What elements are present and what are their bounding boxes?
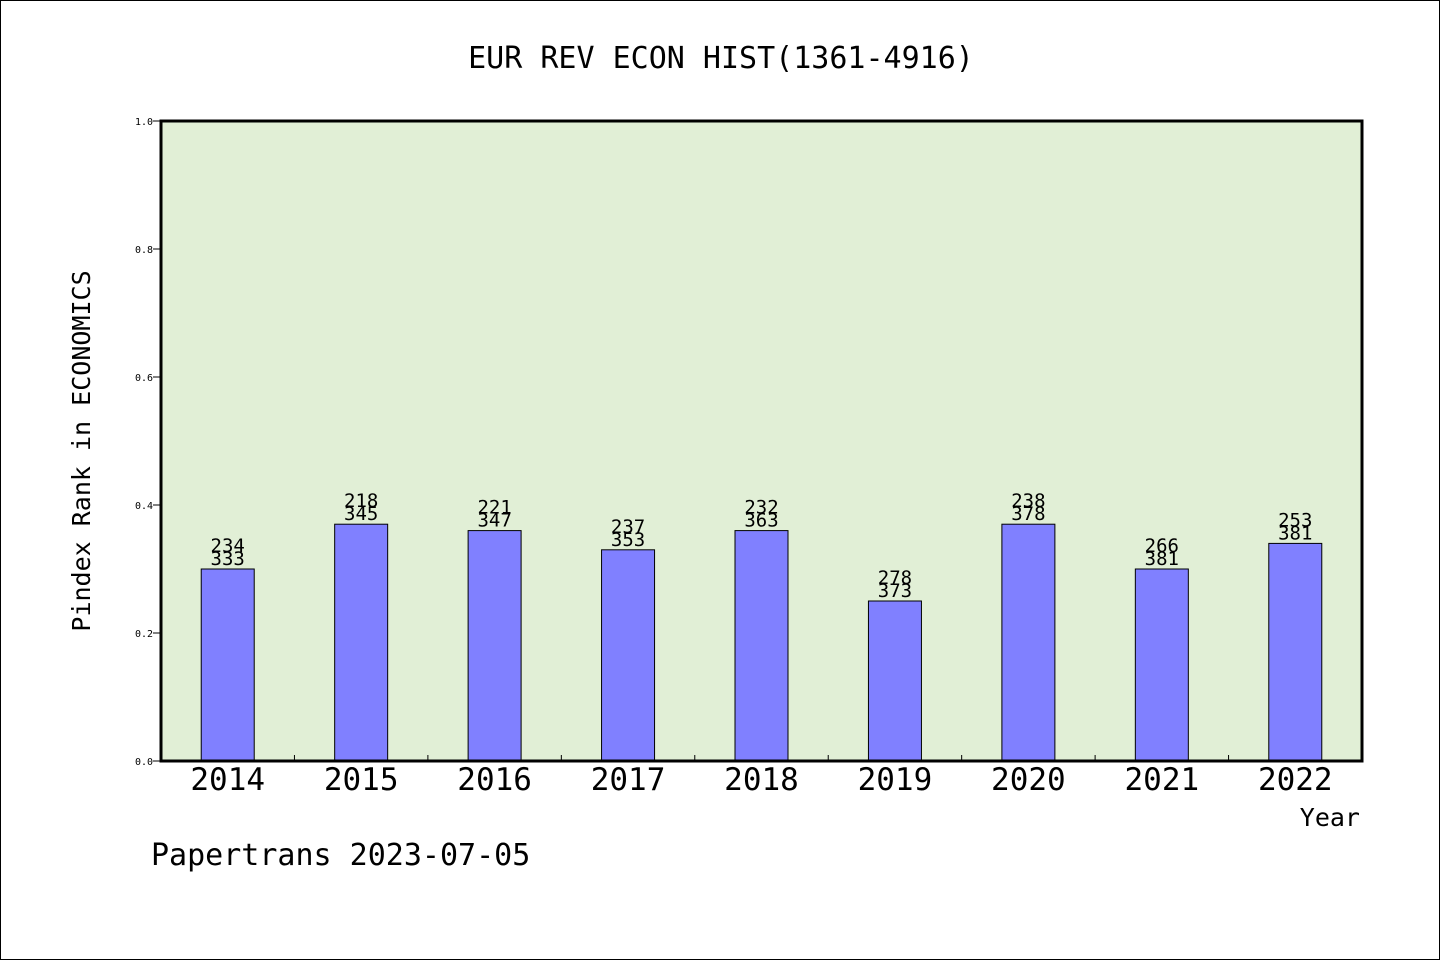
x-tick-label-2021: 2021 xyxy=(1125,762,1200,798)
x-tick-label-2016: 2016 xyxy=(457,762,532,798)
bar-label-bottom-2018: 363 xyxy=(744,510,778,532)
x-axis: 2014 2015 2016 2017 2018 2019 2020 2021 2022 xyxy=(190,755,1333,798)
bar-2016 xyxy=(467,530,522,762)
bar-label-bottom-2017: 353 xyxy=(611,529,645,551)
x-tick-label-2017: 2017 xyxy=(591,762,666,798)
chart-title: EUR REV ECON HIST(1361-4916) xyxy=(468,41,974,76)
bar-label-top-2018: 232 xyxy=(744,497,778,519)
bar-2020 xyxy=(1001,523,1056,762)
bar-2015 xyxy=(334,523,389,762)
bar-label-bottom-2022: 381 xyxy=(1278,522,1312,544)
bar-label-top-2014: 234 xyxy=(211,535,245,557)
plot-border xyxy=(159,119,1364,763)
x-tick-label-2014: 2014 xyxy=(190,762,265,798)
bar-2018 xyxy=(734,530,789,762)
bar-label-top-2015: 218 xyxy=(344,490,378,512)
bar-label-top-2021: 266 xyxy=(1145,535,1179,557)
bar-2014 xyxy=(200,568,255,762)
bar-label-bottom-2016: 347 xyxy=(477,510,511,532)
bar-label-top-2022: 253 xyxy=(1278,509,1312,531)
x-tick-label-2018: 2018 xyxy=(724,762,799,798)
bars-group xyxy=(200,523,1323,762)
y-tick-label-0.8: 0.8 xyxy=(135,245,153,256)
x-tick-label-2020: 2020 xyxy=(991,762,1066,798)
bar-label-top-2016: 221 xyxy=(477,497,511,519)
y-tick-label-0.6: 0.6 xyxy=(135,373,153,384)
bar-2019 xyxy=(867,600,922,762)
x-tick-label-2015: 2015 xyxy=(324,762,399,798)
y-tick-label-0.0: 0.0 xyxy=(135,757,153,768)
bar-label-bottom-2015: 345 xyxy=(344,503,378,525)
x-axis-label: Year xyxy=(1300,803,1360,832)
y-axis: 0.0 0.2 0.4 0.6 0.8 1.0 xyxy=(135,117,161,768)
y-axis-label: Pindex Rank in ECONOMICS xyxy=(67,270,96,631)
y-tick-label-0.2: 0.2 xyxy=(135,629,153,640)
bar-label-bottom-2020: 378 xyxy=(1011,503,1045,525)
bar-2017 xyxy=(601,549,656,762)
bar-2021 xyxy=(1134,568,1189,762)
bar-label-bottom-2021: 381 xyxy=(1145,548,1179,570)
bar-label-top-2020: 238 xyxy=(1011,490,1045,512)
y-tick-label-0.4: 0.4 xyxy=(135,501,153,512)
bar-label-bottom-2019: 373 xyxy=(878,580,912,602)
footer-watermark: Papertrans 2023-07-05 xyxy=(151,838,530,873)
bar-2022 xyxy=(1268,542,1323,762)
bar-label-bottom-2014: 333 xyxy=(211,548,245,570)
bar-label-top-2019: 278 xyxy=(878,567,912,589)
y-tick-label-1.0: 1.0 xyxy=(135,117,153,128)
x-tick-label-2019: 2019 xyxy=(858,762,933,798)
x-tick-label-2022: 2022 xyxy=(1258,762,1333,798)
bar-label-top-2017: 237 xyxy=(611,516,645,538)
